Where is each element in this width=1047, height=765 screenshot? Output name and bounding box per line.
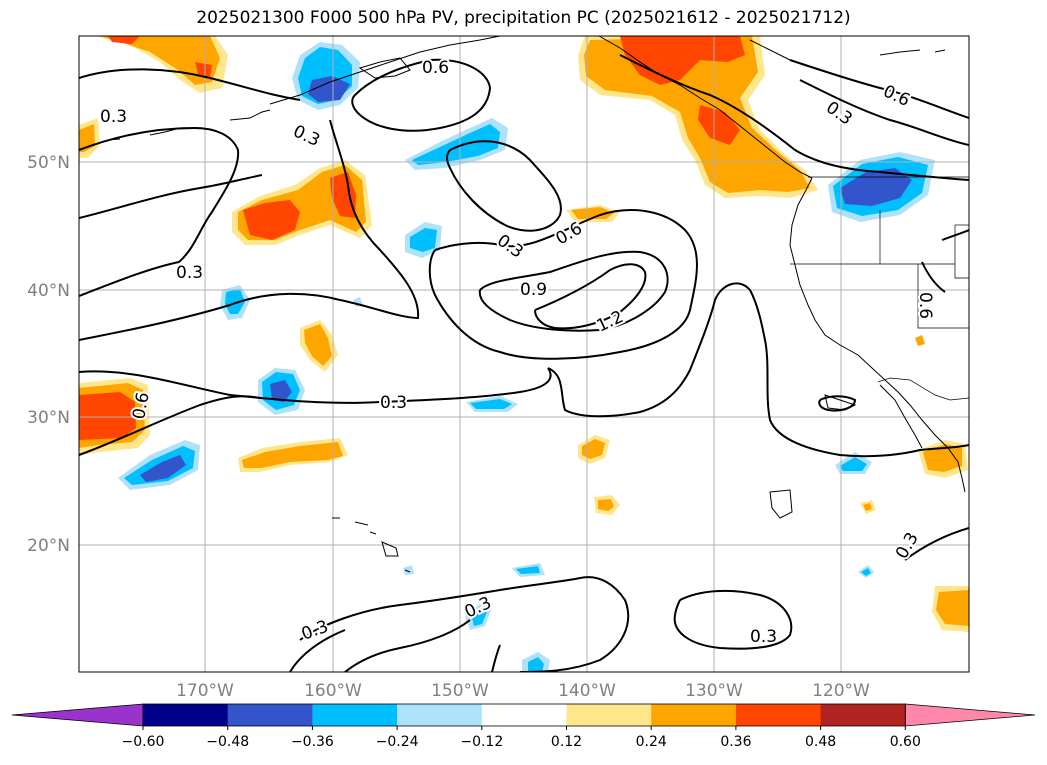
colorbar-segment (227, 704, 313, 726)
latitude-labels: 50°N 40°N 30°N 20°N (27, 153, 70, 556)
colorbar-segment (143, 704, 229, 726)
lon-label-160w: 160°W (304, 681, 362, 701)
map-frame (78, 35, 970, 673)
map-panel: 0.3 0.3 0.3 0.3 0.3 0.3 0.3 0.3 0.6 0.6 … (79, 36, 969, 672)
contour-label: 0.6 (422, 58, 449, 78)
colorbar-tick-label: −0.60 (122, 734, 165, 750)
borders (790, 176, 969, 401)
lon-label-150w: 150°W (431, 681, 489, 701)
contour-label: 0.3 (750, 627, 777, 647)
colorbar-tick-label: 0.48 (805, 734, 836, 750)
colorbar-tick-label: −0.36 (291, 734, 334, 750)
lon-label-140w: 140°W (558, 681, 616, 701)
colorbar-segment (397, 704, 483, 726)
lon-label-120w: 120°W (812, 681, 870, 701)
lat-label-50n: 50°N (27, 153, 70, 173)
colorbar-tick-label: −0.48 (206, 734, 249, 750)
pv-contours (79, 54, 969, 672)
contour-label: 0.9 (520, 280, 547, 300)
contour-label: 0.3 (380, 393, 407, 413)
colorbar-segment (481, 704, 567, 726)
contour-label: 0.3 (176, 263, 203, 283)
contour-label: 0.3 (100, 107, 127, 127)
colorbar-tick-label: 0.36 (720, 734, 751, 750)
lon-label-170w: 170°W (176, 681, 234, 701)
precip-positive-shading (79, 36, 969, 632)
lat-label-30n: 30°N (27, 408, 70, 428)
colorbar-tick-label: −0.24 (376, 734, 419, 750)
lon-label-130w: 130°W (685, 681, 743, 701)
map-title: 2025021300 F000 500 hPa PV, precipitatio… (196, 8, 851, 28)
longitude-labels: 170°W 160°W 150°W 140°W 130°W 120°W (176, 681, 870, 701)
lat-label-20n: 20°N (27, 536, 70, 556)
colorbar-tick-label: 0.24 (636, 734, 667, 750)
colorbar-tick-label: 0.12 (551, 734, 582, 750)
colorbar: −0.60 −0.48 −0.36 −0.24 −0.12 0.12 0.24 0.36 0.4… (11, 703, 1036, 750)
colorbar-segment (566, 704, 652, 726)
colorbar-extend-high (904, 703, 1036, 727)
colorbar-outline (142, 703, 906, 727)
colorbar-tick-label: 0.60 (890, 734, 921, 750)
colorbar-tick-label: −0.12 (460, 734, 503, 750)
colorbar-segment (651, 704, 737, 726)
coastlines (107, 36, 966, 573)
colorbar-segment (735, 704, 822, 726)
lat-label-40n: 40°N (27, 281, 70, 301)
contour-label: 0.6 (915, 292, 935, 319)
colorbar-segment (820, 704, 906, 726)
colorbar-extend-low (11, 703, 144, 727)
colorbar-segment (312, 704, 398, 726)
